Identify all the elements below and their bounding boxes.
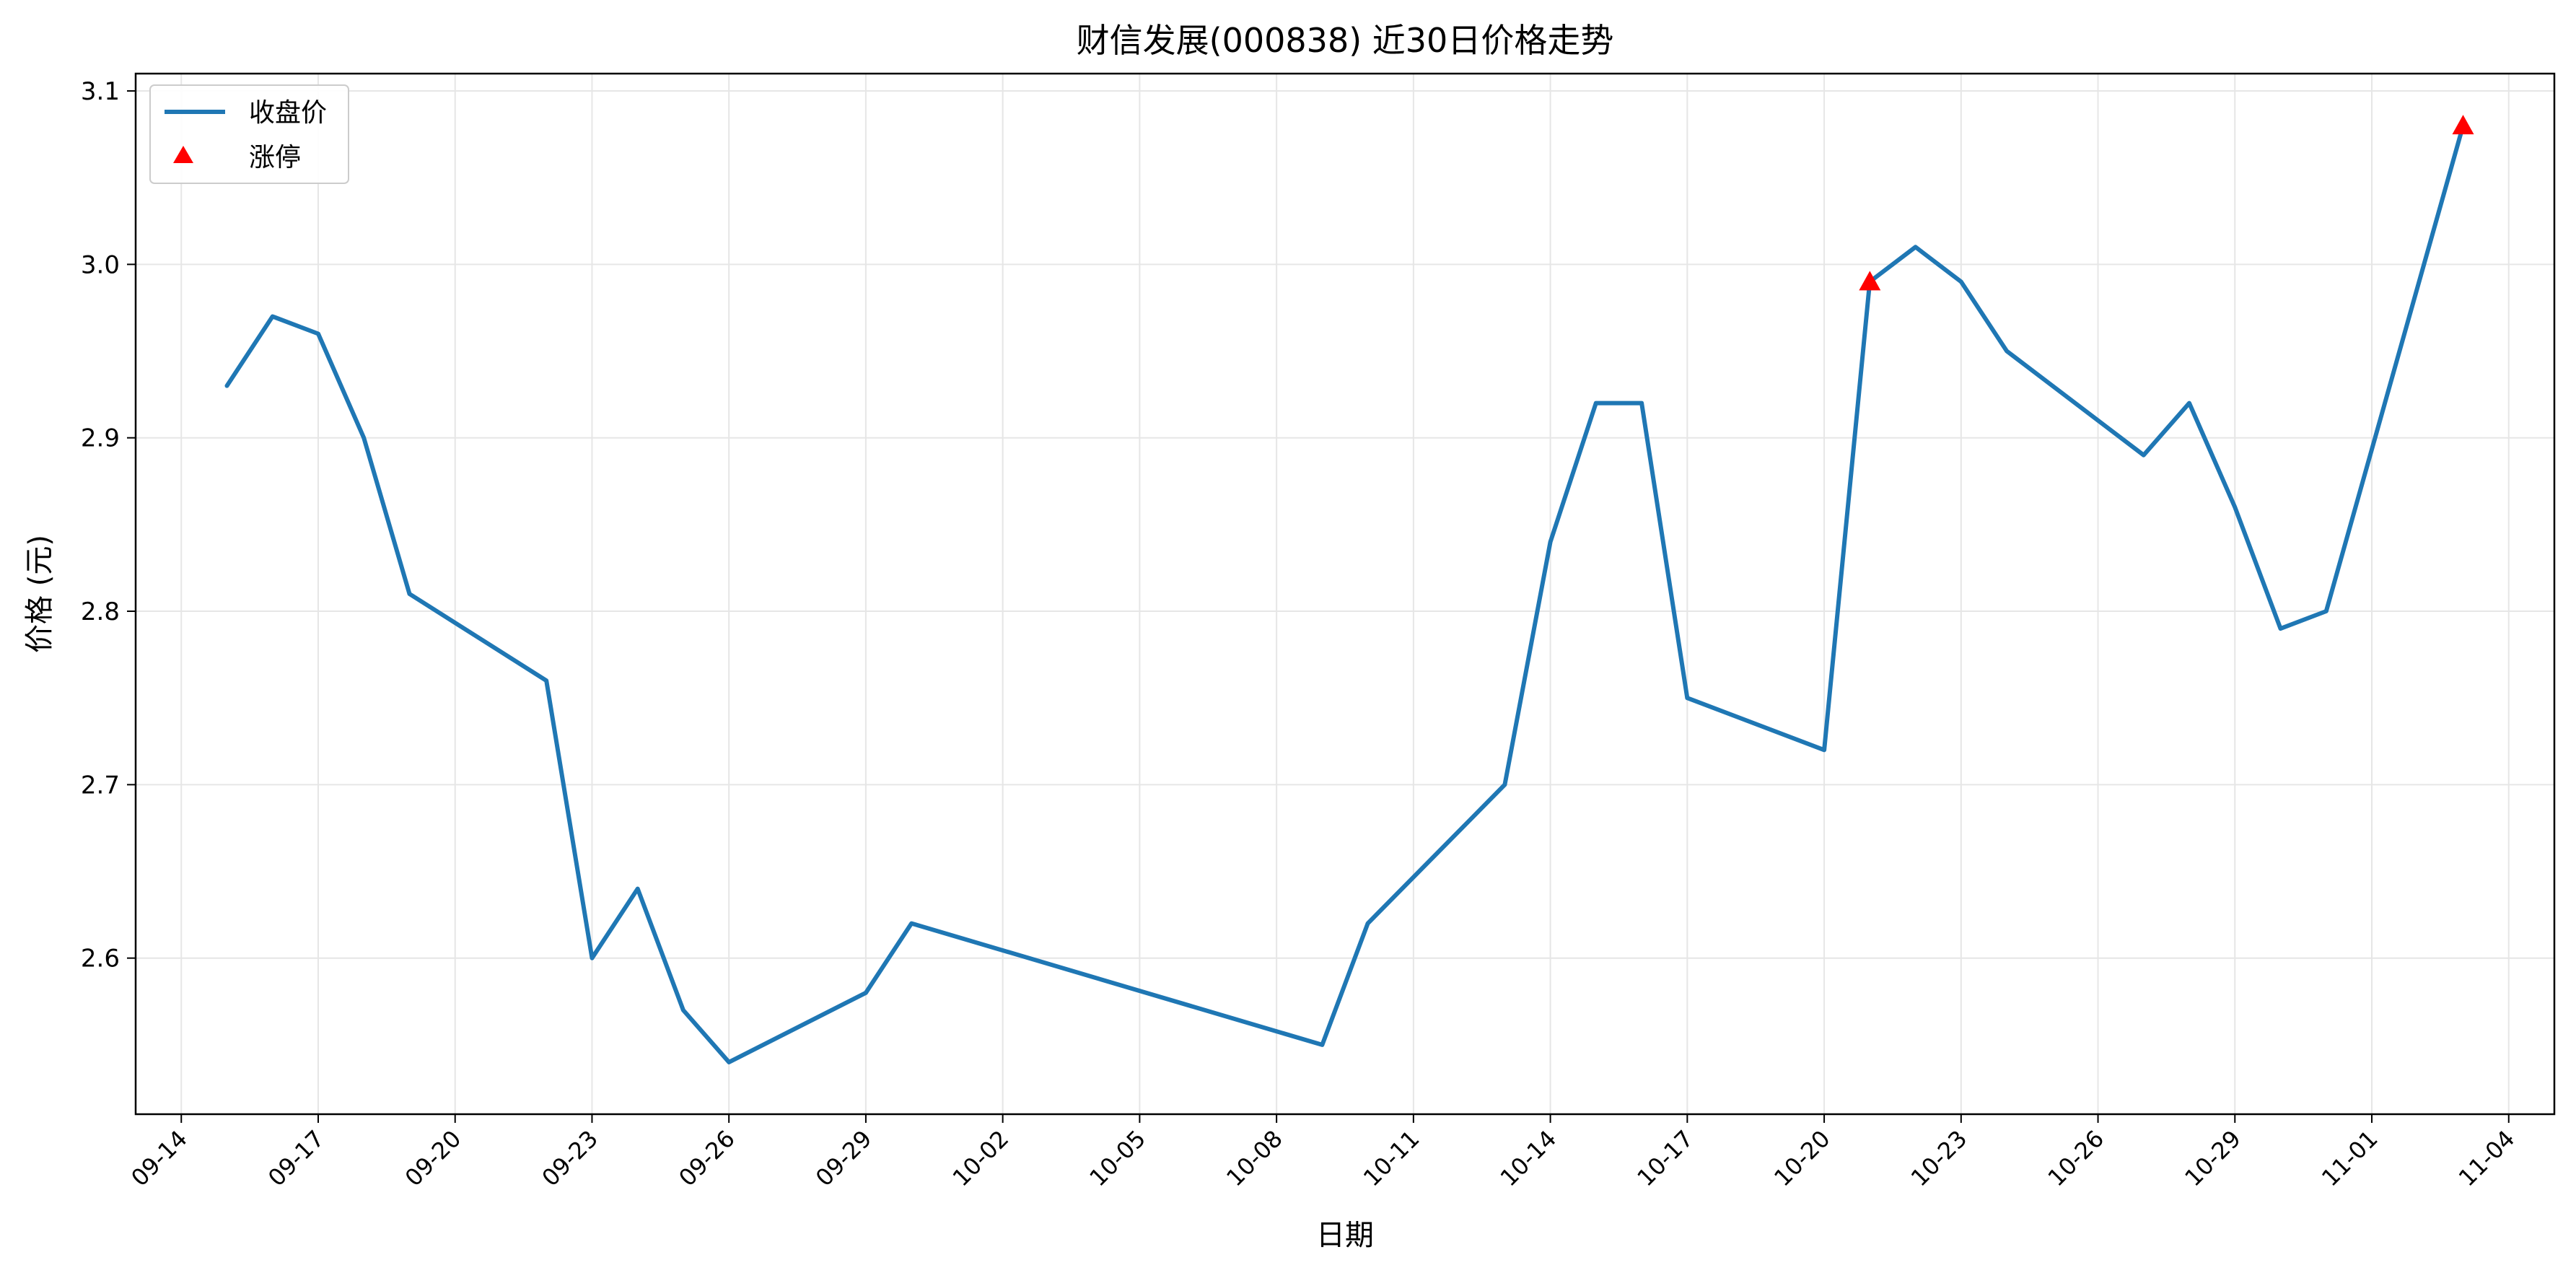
y-tick-label: 2.8: [81, 598, 120, 626]
chart-title: 财信发展(000838) 近30日价格走势: [1077, 21, 1614, 60]
y-tick-label: 2.6: [81, 945, 120, 973]
plot-frame: [134, 72, 2556, 1116]
data-layer: [224, 115, 2474, 1064]
y-axis-label: 价格 (元): [23, 535, 56, 653]
y-tick-label: 2.7: [81, 771, 120, 800]
legend: 收盘价 涨停: [149, 84, 349, 184]
limit-up-marker: [2452, 115, 2474, 135]
legend-label-close-price: 收盘价: [249, 98, 327, 128]
grid-layer: [136, 74, 2554, 1114]
legend-triangle-swatch: [173, 146, 193, 163]
y-tick-label: 3.0: [81, 250, 120, 279]
y-tick-label: 3.1: [81, 77, 120, 106]
x-axis-label: 日期: [1316, 1219, 1374, 1252]
limit-up-marker: [1859, 271, 1881, 291]
y-tick-label: 2.9: [81, 424, 120, 453]
legend-label-limit-up: 涨停: [249, 143, 301, 172]
close-price-line: [224, 123, 2466, 1064]
